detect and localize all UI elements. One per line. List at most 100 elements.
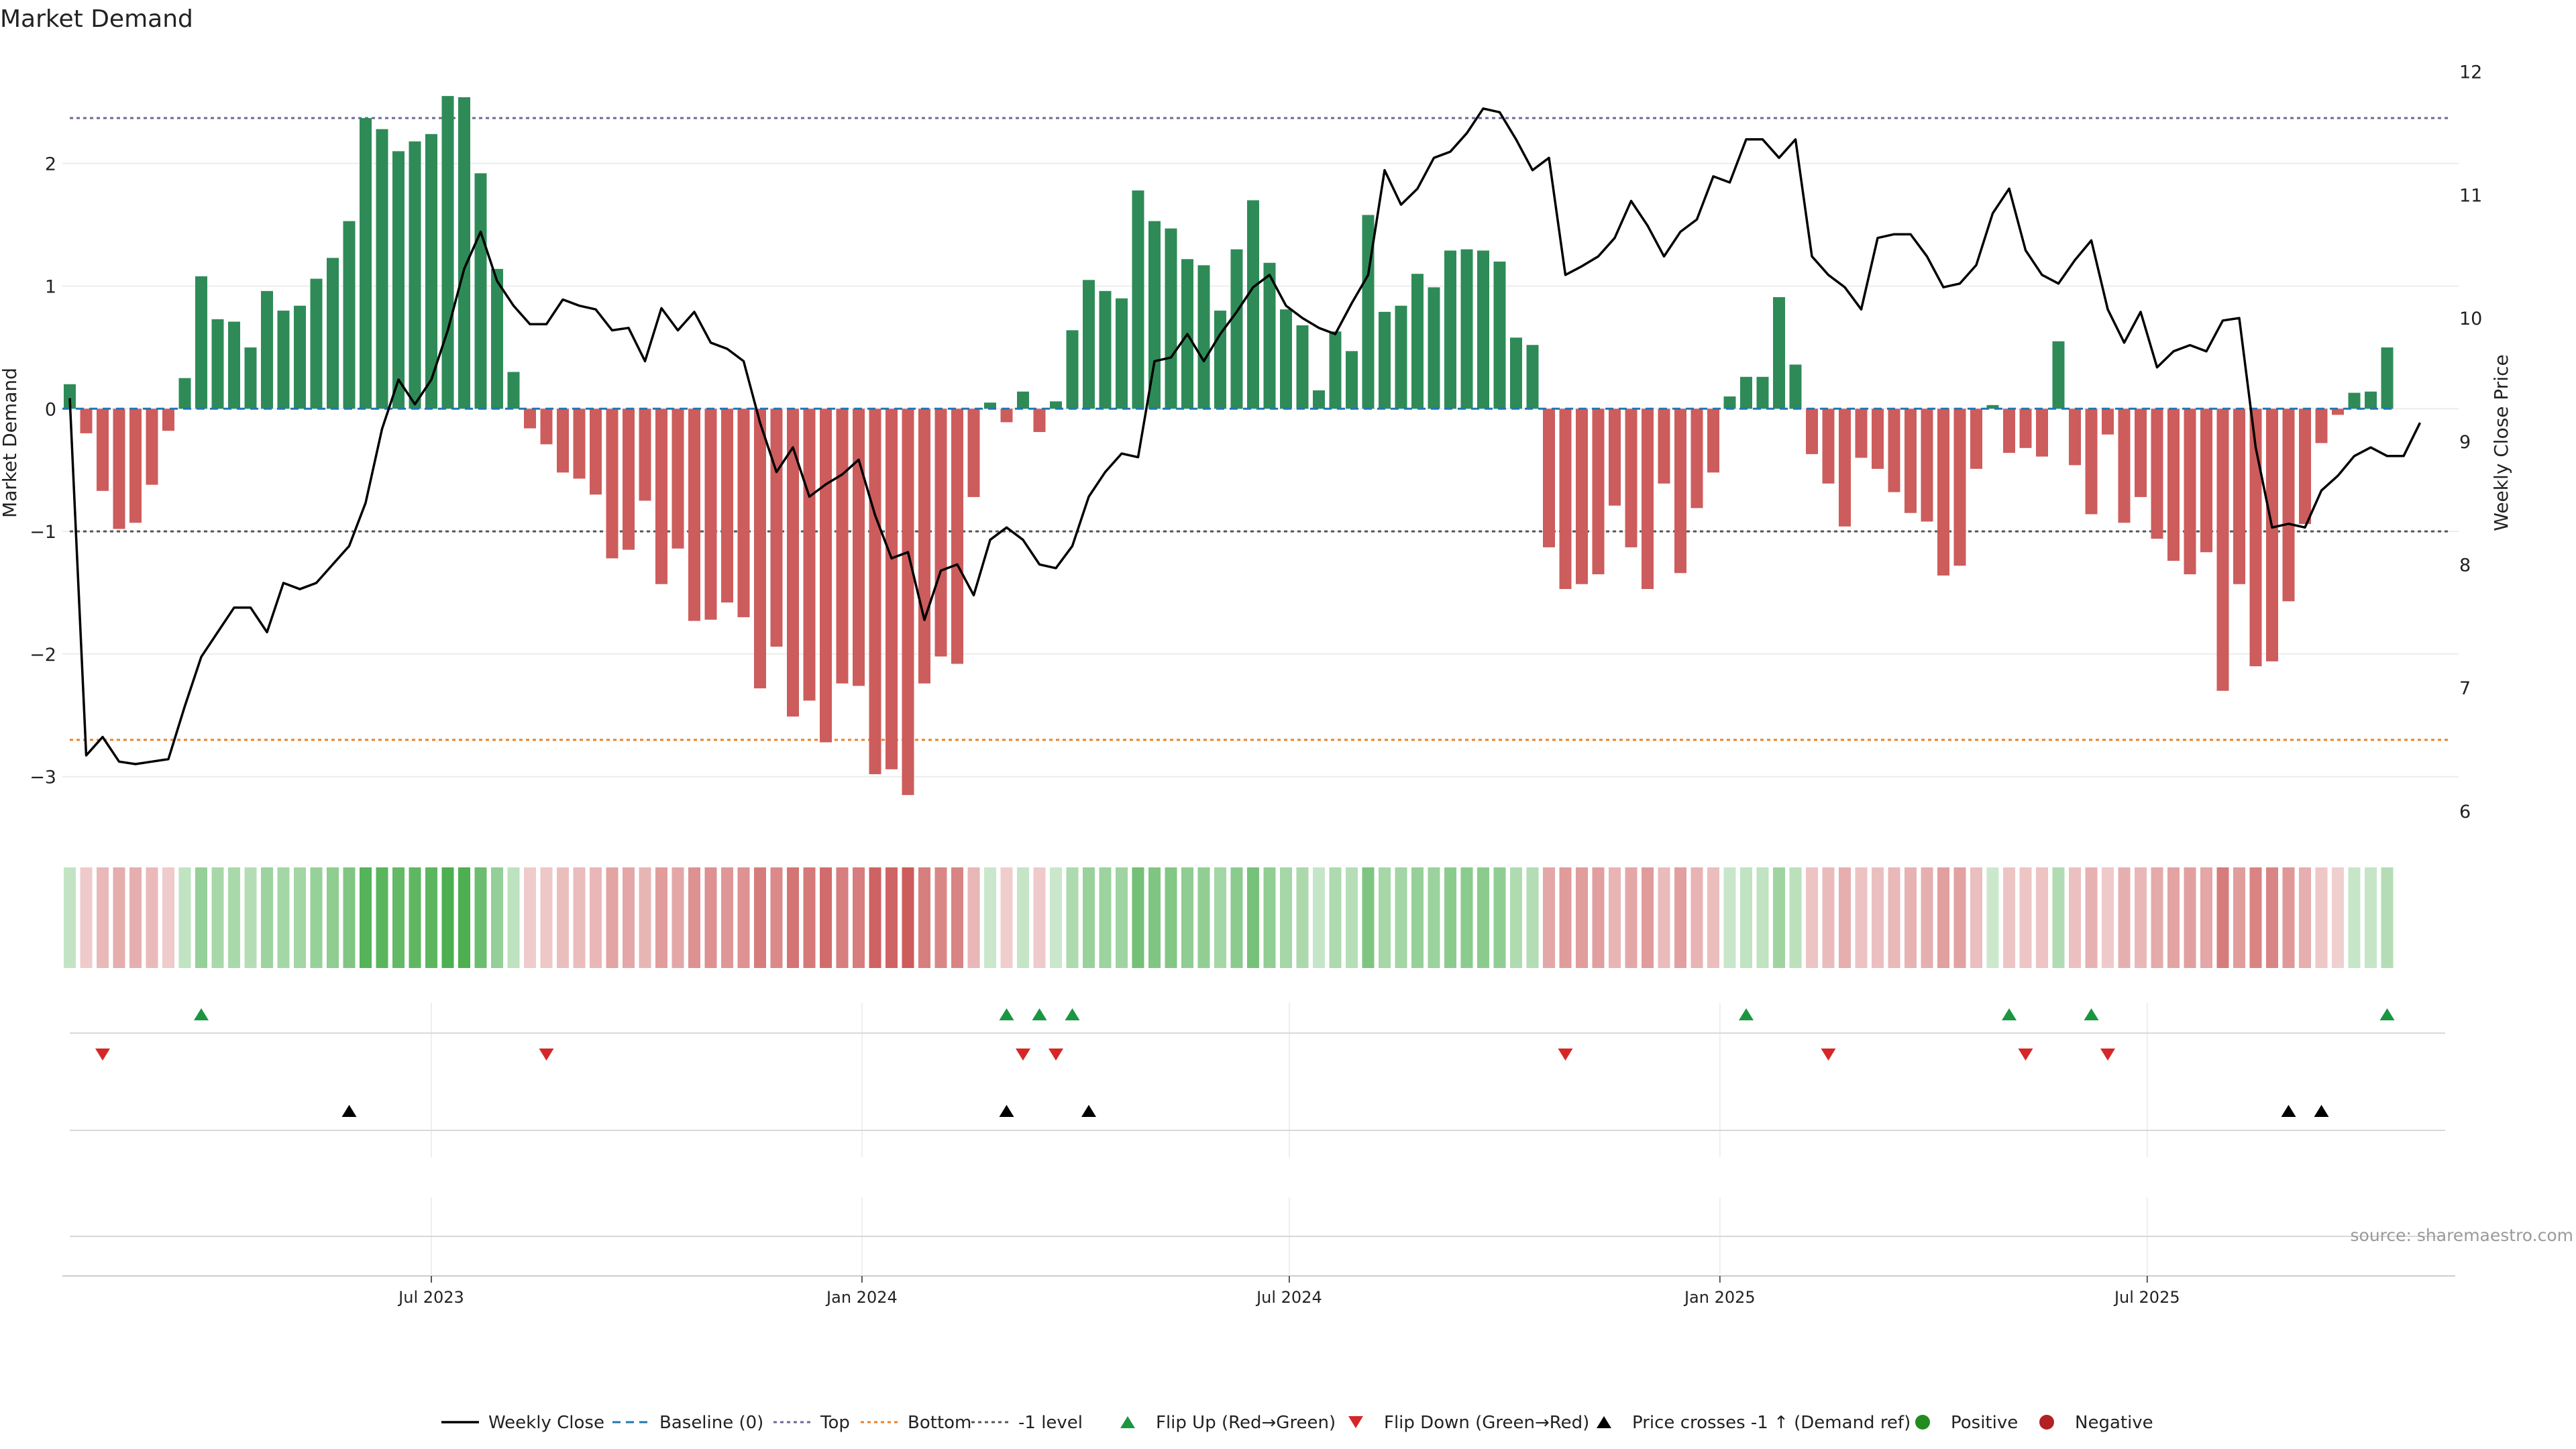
demand-bar-positive	[1247, 200, 1259, 409]
flip-down-marker	[1558, 1049, 1573, 1061]
heat-cell-negative	[737, 867, 750, 968]
heat-cell-negative	[162, 867, 174, 968]
demand-bar-negative	[2233, 409, 2245, 584]
heat-cell-negative	[1543, 867, 1555, 968]
demand-bar-negative	[1855, 409, 1868, 458]
heat-cell-negative	[787, 867, 799, 968]
demand-bar-positive	[1411, 274, 1424, 409]
demand-bar-negative	[803, 409, 816, 701]
demand-bar-negative	[1658, 409, 1670, 484]
heat-cell-positive	[1197, 867, 1210, 968]
heat-cell-positive	[1346, 867, 1358, 968]
signal-markers	[70, 1008, 2445, 1237]
heat-cell-negative	[1855, 867, 1868, 968]
legend-swatch	[1348, 1416, 1363, 1428]
demand-bar-negative	[1806, 409, 1818, 454]
heat-cell-negative	[590, 867, 602, 968]
demand-bar-positive	[228, 321, 240, 409]
demand-bar-positive	[1263, 262, 1276, 409]
heat-cell-negative	[1872, 867, 1884, 968]
demand-bar-positive	[310, 278, 323, 409]
heat-cell-positive	[1263, 867, 1276, 968]
demand-bar-negative	[1839, 409, 1851, 527]
heat-cell-negative	[2299, 867, 2311, 968]
heat-cell-negative	[2003, 867, 2015, 968]
heat-cell-positive	[1428, 867, 1440, 968]
demand-bar-negative	[2151, 409, 2163, 539]
y-axis-label: Market Demand	[0, 368, 21, 518]
price-cross-marker	[341, 1105, 357, 1117]
heat-cell-positive	[1083, 867, 1095, 968]
heat-cell-negative	[113, 867, 125, 968]
demand-bar-positive	[1756, 376, 1769, 409]
y2-tick-label: 7	[2459, 678, 2471, 699]
legend-label: -1 level	[1018, 1413, 1083, 1433]
legend-label: Flip Up (Red→Green)	[1156, 1413, 1336, 1433]
flip-down-marker	[1049, 1049, 1063, 1061]
heat-cell-negative	[1904, 867, 1917, 968]
demand-bar-negative	[540, 409, 553, 445]
demand-bar-positive	[1740, 376, 1752, 409]
demand-bar-negative	[951, 409, 963, 664]
y-tick-label: −2	[30, 645, 56, 665]
demand-bar-negative	[2167, 409, 2180, 561]
y-tick-label: −3	[30, 767, 56, 788]
heat-cell-negative	[573, 867, 586, 968]
demand-bar-negative	[1576, 409, 1588, 584]
demand-bar-negative	[1674, 409, 1686, 574]
heat-cell-negative	[672, 867, 684, 968]
flip-up-marker	[999, 1008, 1014, 1020]
demand-bar-positive	[1197, 265, 1210, 409]
demand-bar-negative	[1872, 409, 1884, 469]
price-cross-marker	[999, 1105, 1014, 1117]
demand-bar-negative	[2102, 409, 2114, 435]
demand-bar-positive	[64, 384, 76, 409]
demand-heatmap-strip	[64, 867, 2394, 968]
demand-bar-positive	[1986, 405, 1999, 409]
y2-axis-label: Weekly Close Price	[2490, 354, 2512, 531]
flip-down-marker	[2018, 1049, 2033, 1061]
heat-cell-positive	[1181, 867, 1193, 968]
heat-cell-negative	[934, 867, 947, 968]
price-cross-marker	[2281, 1105, 2296, 1117]
flip-down-marker	[539, 1049, 554, 1061]
y-tick-label: 1	[45, 276, 56, 297]
x-tick-label: Jul 2025	[2113, 1288, 2180, 1307]
flip-down-marker	[1016, 1049, 1030, 1061]
heat-cell-negative	[80, 867, 93, 968]
heat-cell-negative	[2200, 867, 2212, 968]
heat-cell-negative	[146, 867, 158, 968]
demand-bar-positive	[392, 151, 405, 409]
heat-cell-negative	[2184, 867, 2196, 968]
heat-cell-positive	[1789, 867, 1802, 968]
demand-bar-positive	[458, 97, 470, 409]
x-tick-label: Jan 2025	[1683, 1288, 1756, 1307]
heat-cell-negative	[770, 867, 783, 968]
heat-cell-positive	[1313, 867, 1325, 968]
demand-bar-negative	[836, 409, 849, 684]
heat-cell-negative	[1839, 867, 1851, 968]
demand-bar-negative	[1592, 409, 1605, 575]
demand-bar-negative	[80, 409, 93, 433]
price-line-group	[68, 107, 2422, 765]
heat-cell-negative	[2135, 867, 2147, 968]
heat-cell-negative	[754, 867, 766, 968]
demand-bar-negative	[2249, 409, 2262, 667]
flip-up-marker	[1739, 1008, 1754, 1020]
demand-bar-negative	[869, 409, 881, 775]
heat-cell-negative	[1806, 867, 1818, 968]
heat-cell-positive	[310, 867, 323, 968]
heat-cell-positive	[474, 867, 487, 968]
legend-swatch	[1915, 1415, 1930, 1430]
heat-cell-negative	[2249, 867, 2262, 968]
demand-bar-positive	[360, 118, 372, 409]
heat-cell-negative	[1937, 867, 1949, 968]
demand-bar-negative	[524, 409, 536, 429]
demand-bar-negative	[2315, 409, 2328, 443]
demand-bar-positive	[507, 372, 520, 409]
heat-cell-positive	[984, 867, 996, 968]
heat-cell-negative	[1033, 867, 1046, 968]
heat-cell-negative	[820, 867, 832, 968]
demand-bar-positive	[1230, 249, 1243, 409]
heat-cell-positive	[1510, 867, 1522, 968]
